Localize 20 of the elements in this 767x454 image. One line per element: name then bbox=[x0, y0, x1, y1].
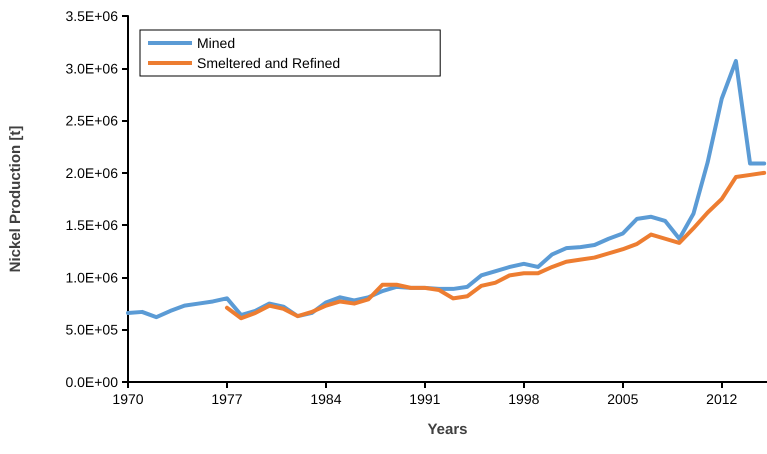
legend-label: Mined bbox=[197, 35, 236, 51]
x-tick-label: 1984 bbox=[310, 391, 342, 407]
y-tick-label: 2.0E+06 bbox=[65, 164, 118, 181]
y-tick-label: 3.0E+06 bbox=[65, 60, 118, 76]
y-tick-label: 1.0E+06 bbox=[65, 269, 118, 286]
y-tick-label: 1.5E+06 bbox=[65, 217, 118, 234]
y-tick-label: 2.5E+06 bbox=[65, 112, 118, 129]
x-tick-label: 1998 bbox=[508, 391, 540, 407]
line-series bbox=[224, 170, 766, 320]
x-tick-label: 2012 bbox=[706, 391, 738, 407]
legend-label: Smeltered and Refined bbox=[197, 55, 340, 71]
y-tick-label: 5.0E+05 bbox=[65, 322, 118, 338]
y-tick-label: 0.0E+00 bbox=[65, 374, 118, 390]
x-tick-label: 2005 bbox=[607, 391, 639, 407]
x-tick-label: 1977 bbox=[211, 391, 243, 407]
y-tick-label: 3.5E+06 bbox=[65, 8, 118, 24]
x-tick-label: 1991 bbox=[409, 391, 441, 407]
x-tick-label: 1970 bbox=[112, 391, 144, 407]
y-axis-title: Nickel Production [t] bbox=[7, 126, 24, 272]
x-axis-title: Years bbox=[427, 421, 468, 438]
